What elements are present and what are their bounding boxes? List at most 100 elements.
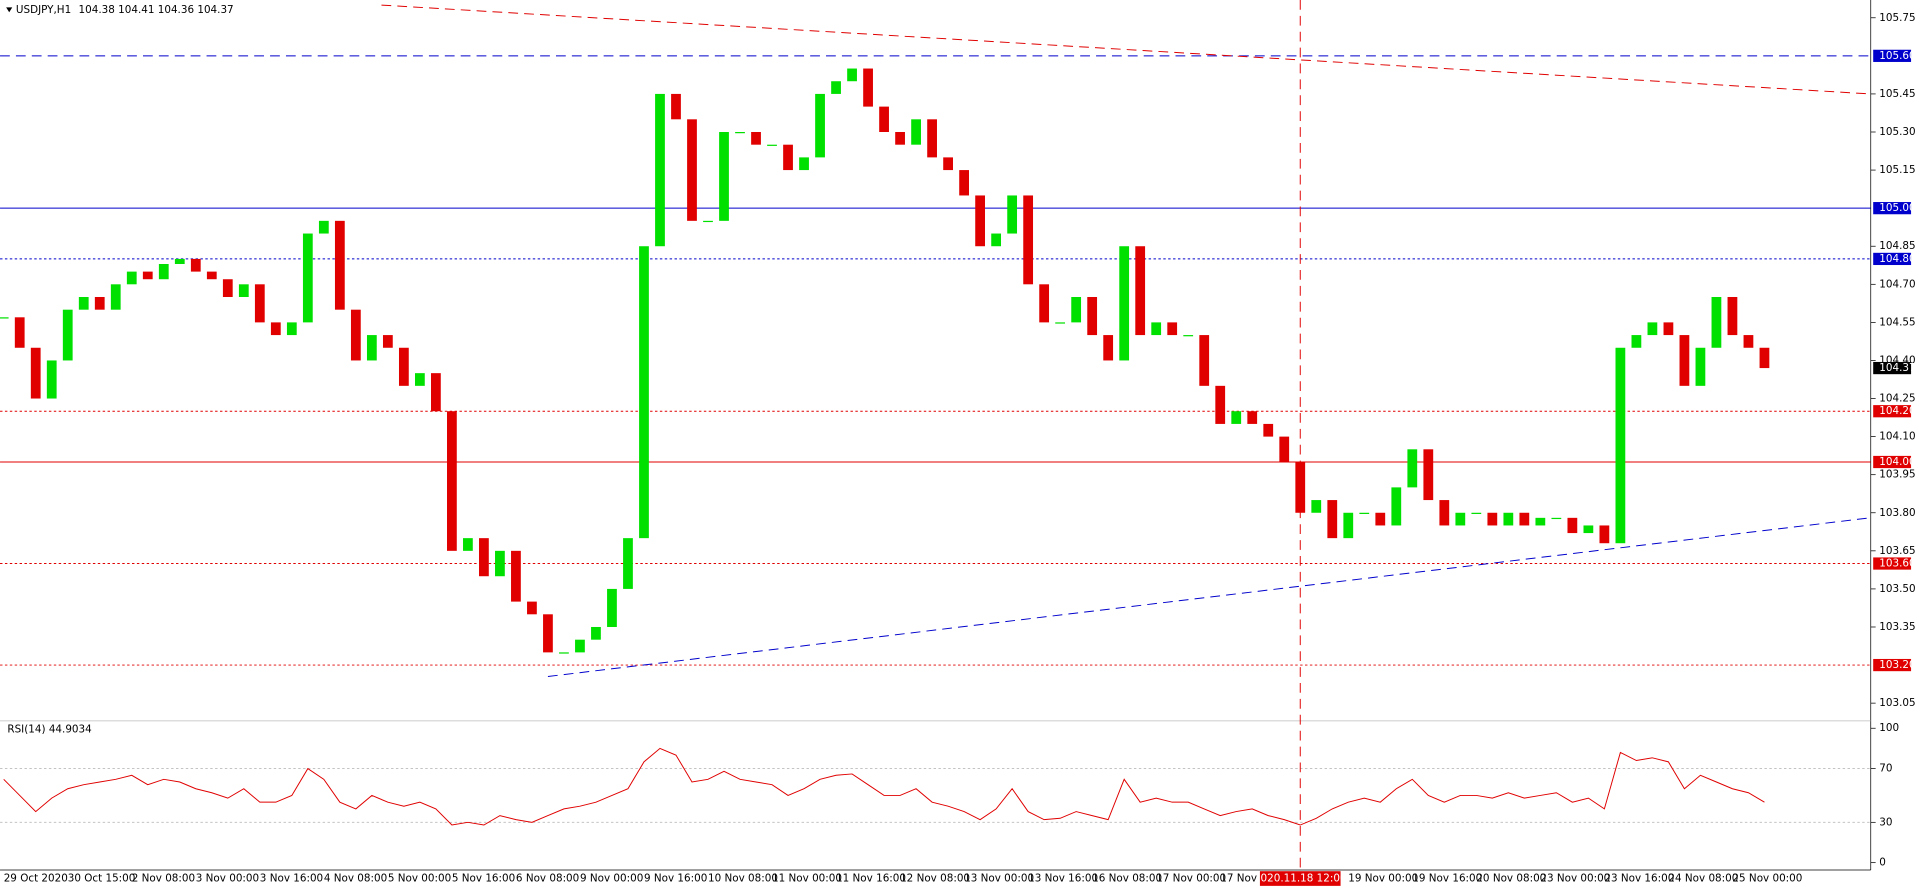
candle [1455,512,1466,526]
x-tick-label: 11 Nov 16:00 [836,873,906,885]
candle [511,550,521,602]
candle [879,106,889,132]
candle [238,284,249,297]
y-tick-label: 105.30 [1879,126,1915,138]
candle [1311,500,1322,513]
candle [1103,335,1114,361]
x-tick-label: 4 Nov 08:00 [324,873,387,885]
candle [527,601,537,615]
candle [302,233,313,323]
candle [1615,347,1626,544]
candle [46,360,57,399]
candle [366,335,377,361]
candle [94,296,105,310]
candle [911,119,921,145]
candle [1375,512,1386,526]
candle [831,81,841,94]
candle [479,538,489,577]
collapse-icon [6,7,13,13]
rsi-tick-label: 0 [1879,857,1886,869]
x-tick-label: 16 Nov 08:00 [1092,873,1162,885]
candle [414,373,425,386]
candle [1167,322,1178,336]
candle [1231,411,1242,424]
candle [543,614,553,653]
candle [1087,296,1098,336]
y-tick-label: 103.95 [1879,469,1915,481]
candle [943,157,953,171]
x-tick-label: 20 Nov 08:00 [1476,873,1546,885]
y-tick-label: 103.50 [1879,583,1915,595]
candle [671,93,681,120]
candle [1567,517,1578,534]
candle [1119,246,1130,361]
candle [815,93,825,158]
candle [1183,335,1194,337]
candle [1535,517,1546,526]
candle [1503,512,1514,526]
candle [62,309,73,361]
candle [975,195,986,247]
level-box [1873,202,1912,215]
candle [735,131,745,134]
candle [895,131,905,145]
candle [1487,512,1498,526]
candle [1471,512,1482,514]
level-box [1873,455,1912,469]
candle [334,220,345,310]
level-label: 104.00 [1879,456,1915,468]
candle [158,263,169,280]
candle [1583,525,1594,534]
candle [382,335,393,348]
x-tick-label: 9 Nov 00:00 [580,873,643,885]
trendline [381,4,1871,95]
candle [1055,322,1066,324]
candle [431,373,441,412]
candle [190,258,201,272]
x-tick-label: 29 Oct 2020 [4,873,68,885]
candle [1423,449,1434,501]
candle [1391,487,1402,526]
candle [1759,347,1770,369]
candle [1327,500,1338,539]
trendline [547,517,1871,677]
x-tick-label: 17 Nov 1 [1220,873,1267,885]
candle [703,220,713,223]
y-tick-label: 103.35 [1879,621,1915,633]
y-tick-label: 104.25 [1879,393,1915,405]
x-tick-label: 23 Nov 16:00 [1604,873,1674,885]
candle [1519,512,1530,526]
candle [1039,284,1050,323]
x-tick-label: 19 Nov 00:00 [1348,873,1418,885]
candle [559,652,569,654]
candle [0,317,9,319]
x-tick-label: 24 Nov 08:00 [1668,873,1738,885]
cursor-label: 2020.11.18 12:00 [1254,873,1347,885]
x-tick-label: 6 Nov 08:00 [516,873,579,885]
y-tick-label: 104.10 [1879,431,1915,443]
symbol: USDJPY,H1 [16,4,71,16]
candle [623,538,633,589]
x-tick-label: 13 Nov 16:00 [1028,873,1098,885]
level-box [1873,658,1912,672]
candle [639,246,649,539]
candle [1631,335,1642,348]
candle [78,296,89,310]
candle [254,284,265,323]
candle [799,157,809,171]
rsi-tick-label: 30 [1879,816,1892,828]
candle [1599,525,1610,544]
candle [1247,411,1258,424]
candle [1071,296,1082,323]
candle [863,68,873,107]
candle [575,639,585,653]
x-tick-label: 12 Nov 08:00 [900,873,970,885]
x-tick-label: 30 Oct 15:00 [68,873,136,885]
candle [687,119,697,221]
candle [286,322,297,336]
x-tick-label: 10 Nov 08:00 [708,873,778,885]
candle [110,284,121,310]
candle [607,588,617,627]
rsi-line [3,747,1765,826]
candle [1439,500,1450,526]
